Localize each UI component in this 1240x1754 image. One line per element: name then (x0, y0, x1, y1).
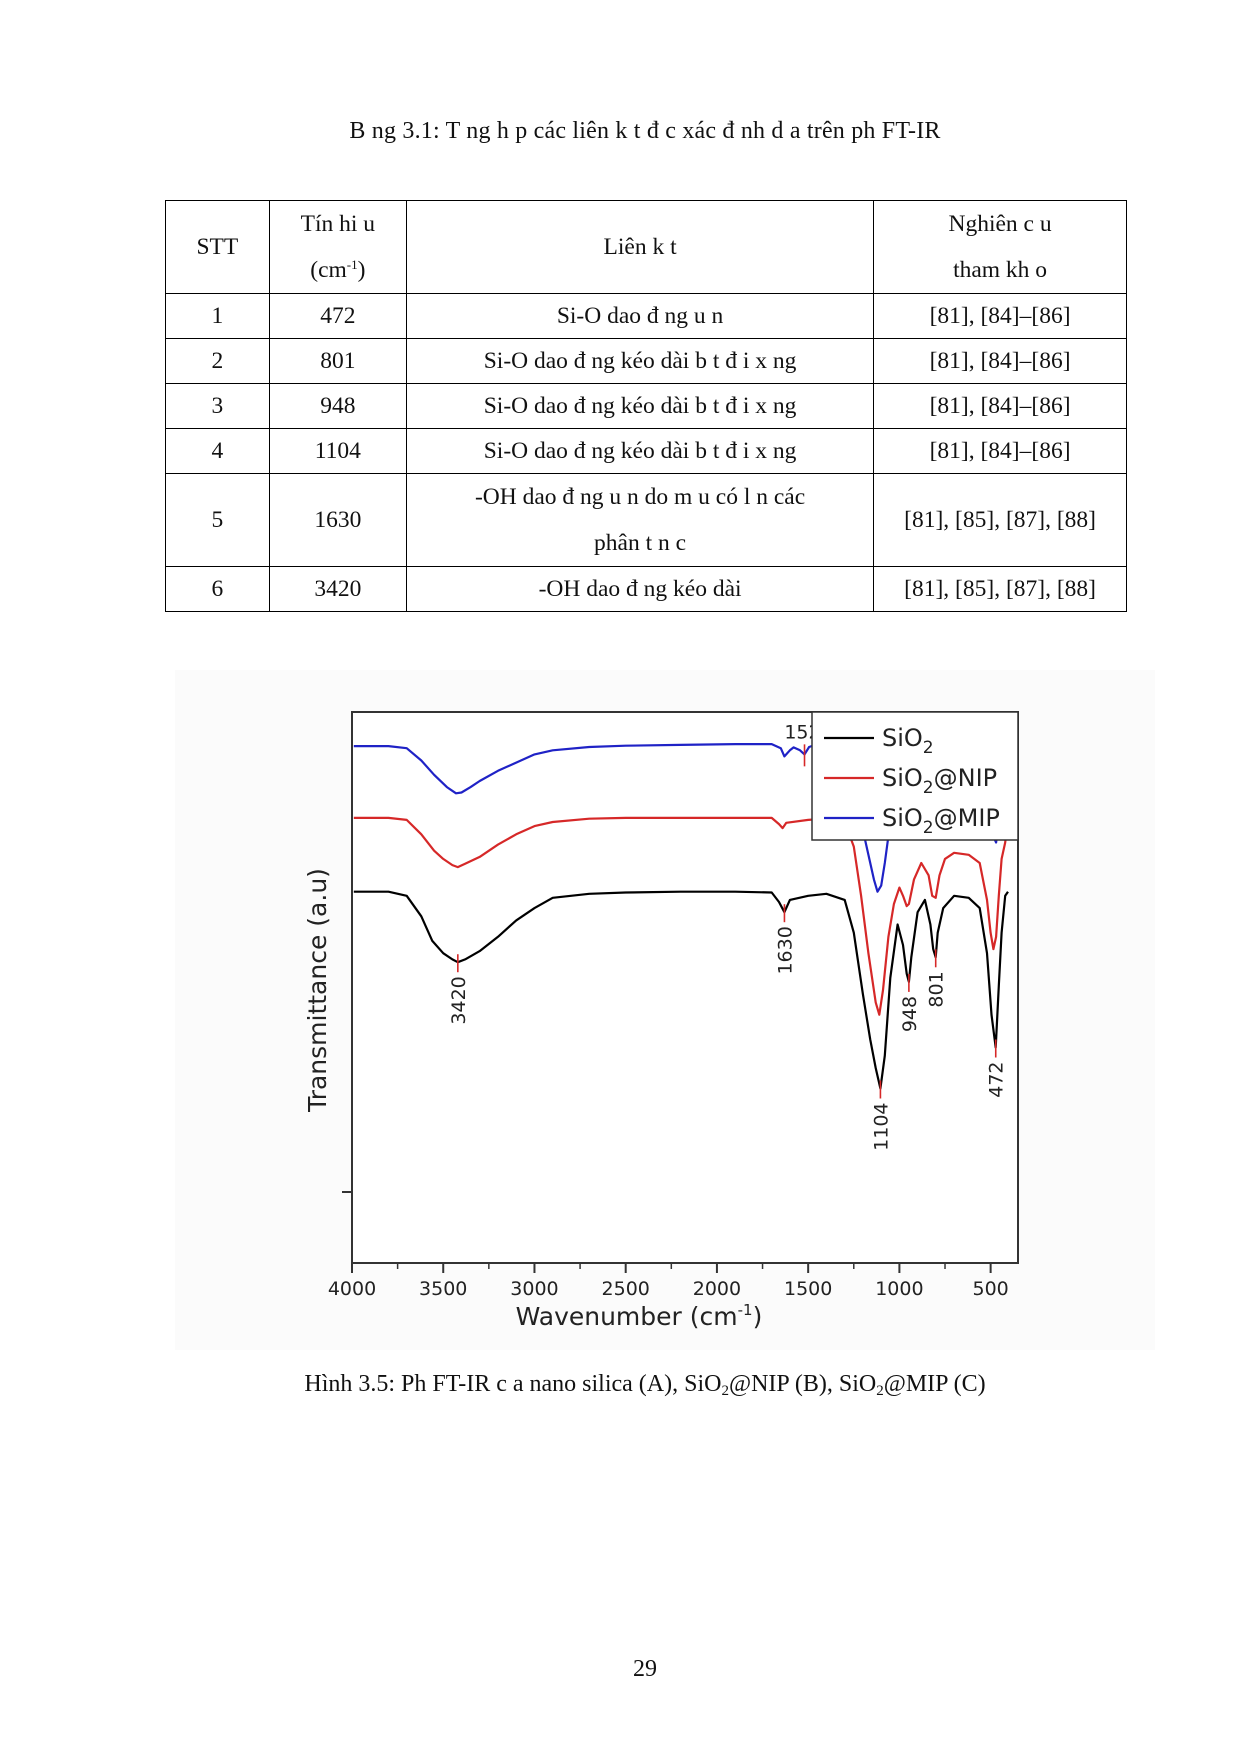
table-row: 4 1104 Si-O dao đ ng kéo dài b t đ i x ng… (165, 428, 1127, 474)
y-axis-label: Transmittance (a.u) (303, 868, 332, 1113)
header-signal-unit: (cm-1) (310, 257, 366, 283)
table-row: 6 3420 -OH dao đ ng kéo dài [81], [85], [8… (165, 566, 1127, 612)
header-bond: Liên k t (405, 200, 875, 294)
table-row: 3 948 Si-O dao đ ng kéo dài b t đ i x ng[… (165, 383, 1127, 429)
peak-label: 1104 (870, 1103, 892, 1151)
ftir-figure: 4000 3500 3000 2500 2000 1500 1000 500 3420 1630… (175, 670, 1155, 1350)
page-number: 29 (633, 1656, 657, 1682)
x-tick-label: 3500 (419, 1278, 467, 1300)
x-tick-label: 2000 (693, 1278, 741, 1300)
header-signal: Tín hi u (cm-1) (268, 200, 407, 294)
peak-label: 1630 (774, 926, 796, 974)
figure-caption: Hình 3.5: Ph FT-IR c a nano silica (A), … (304, 1371, 986, 1399)
chart-legend: SiO2 SiO2@NIP SiO2@MIP (811, 711, 1019, 841)
peak-label: 801 (926, 971, 948, 1007)
x-tick-label: 2500 (602, 1278, 650, 1300)
x-tick-label: 1500 (784, 1278, 832, 1300)
x-tick-label: 500 (972, 1278, 1008, 1300)
table-row: 5 1630 -OH dao đ ng u n do m u có l n các… (165, 473, 1127, 567)
x-tick-label: 4000 (328, 1278, 376, 1300)
x-axis-ticks: 4000 3500 3000 2500 2000 1500 1000 500 (328, 1263, 1009, 1300)
x-axis-label: Wavenumber (cm-1) (516, 1301, 763, 1331)
legend-label: SiO2 (882, 724, 934, 758)
table-header-row: STT Tín hi u (cm-1) Liên k t Nghiên c u … (165, 200, 1127, 294)
header-stt: STT (165, 200, 270, 294)
legend-label: SiO2@MIP (882, 804, 1000, 838)
x-tick-label: 1000 (875, 1278, 923, 1300)
series-line-sio2 (353, 890, 1009, 1090)
table-caption: B ng 3.1: T ng h p các liên k t đ c xác … (349, 118, 941, 144)
legend-label: SiO2@NIP (882, 764, 997, 798)
peak-label: 3420 (448, 976, 470, 1024)
peak-label: 948 (899, 996, 921, 1032)
table-row: 2 801 Si-O dao đ ng kéo dài b t đ i x ng[… (165, 338, 1127, 384)
table-row: 1 472 Si-O dao đ ng u n [81], [84]–[86] (165, 293, 1127, 339)
ftir-chart: 4000 3500 3000 2500 2000 1500 1000 500 3420 1630… (303, 711, 1019, 1331)
series-line-sio2-nip (353, 816, 1010, 1016)
peak-label: 472 (986, 1062, 1008, 1098)
header-signal-line1: Tín hi u (300, 211, 376, 237)
ftir-bond-table: STT Tín hi u (cm-1) Liên k t Nghiên c u … (165, 200, 1127, 612)
header-reference: Nghiên c u tham kh o (873, 200, 1127, 294)
x-tick-label: 3000 (510, 1278, 558, 1300)
